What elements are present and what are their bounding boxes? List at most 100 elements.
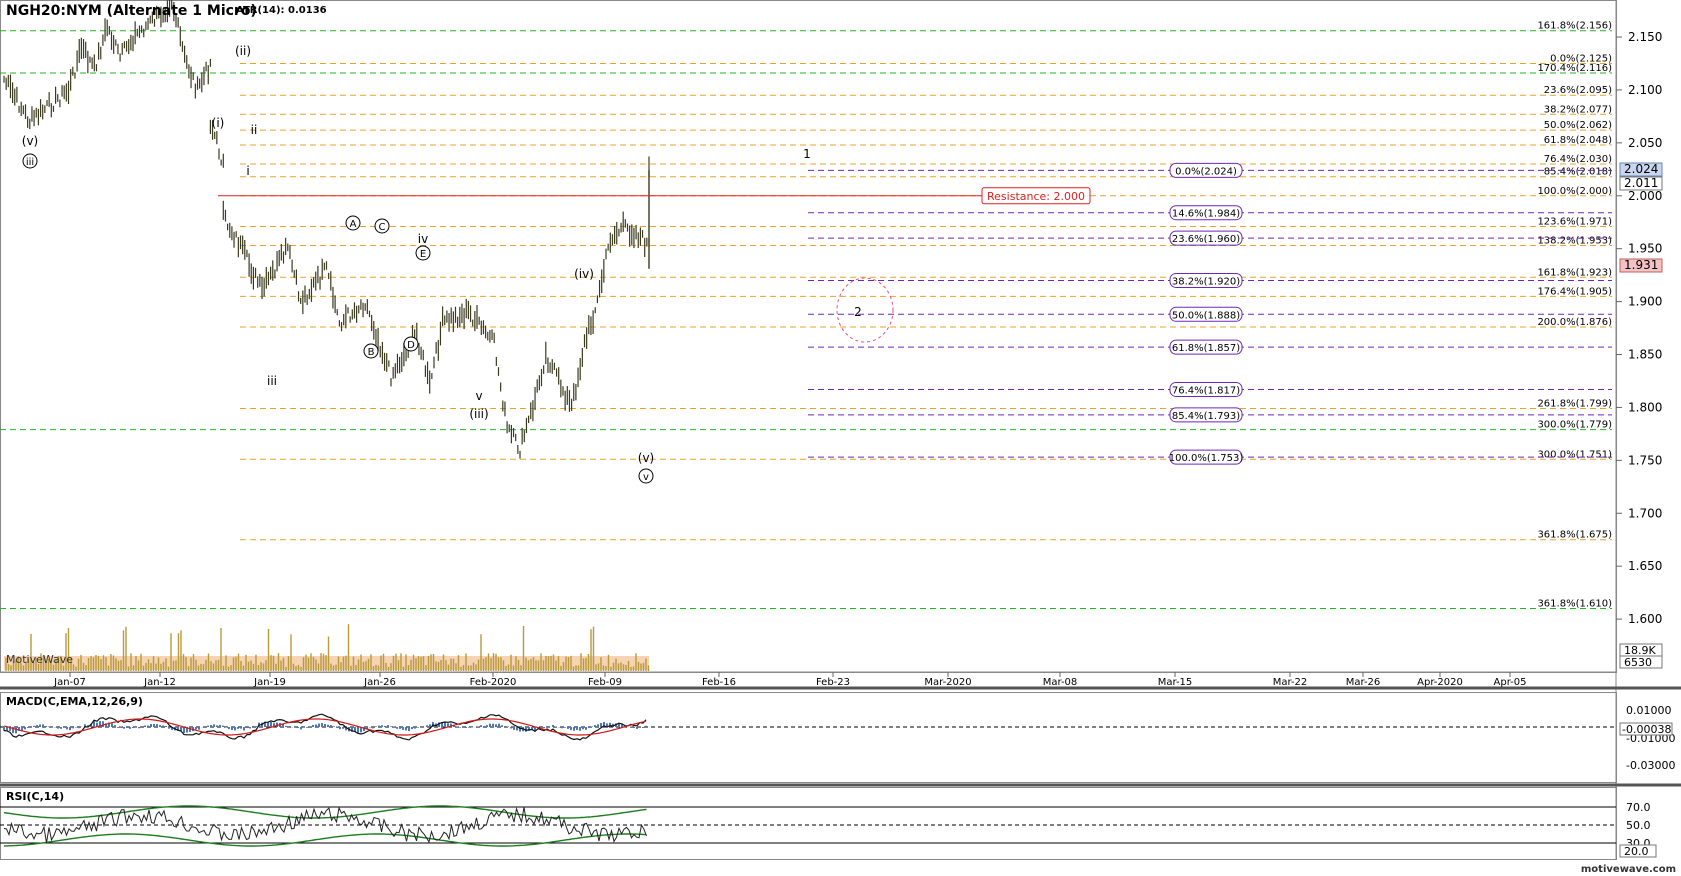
wave-label: v (475, 389, 482, 403)
wave-label-circle (415, 245, 431, 261)
fib-label: 23.6%(2.095) (1544, 85, 1612, 96)
x-tick-label: Feb-2020 (470, 677, 517, 688)
macd-tick-label: 0.01000 (1626, 704, 1672, 717)
rsi-tick-label: 50.0 (1626, 819, 1651, 832)
x-tick-label: Mar-08 (1043, 677, 1078, 688)
y-tick-label: 1.850 (1628, 348, 1662, 362)
rsi-tick-label: 70.0 (1626, 801, 1651, 814)
retracement-label: 76.4%(1.817) (1172, 385, 1240, 396)
retracement-levels: 0.0%(2.024) 14.6%(1.984) 23.6%(1.960) 38.2%… (808, 162, 1612, 465)
retracement-label: 14.6%(1.984) (1172, 209, 1240, 220)
time-axis: Jan-07 Jan-12 Jan-19 Jan-26 Feb-2020 Feb-09 Fe… (0, 671, 1616, 688)
wave-label-circle (345, 215, 361, 231)
macd-title: MACD(C,EMA,12,26,9) (6, 695, 143, 708)
wave-label: (i) (212, 116, 225, 130)
fib-label: 261.8%(1.799) (1537, 398, 1612, 409)
retracement-label: 0.0%(2.024) (1175, 166, 1237, 177)
y-tick-label: 2.100 (1628, 83, 1662, 97)
x-tick-label: Jan-26 (363, 677, 396, 688)
y-tick-label: 1.600 (1628, 612, 1662, 626)
wave-label: (v) (22, 134, 38, 148)
fib-levels: 161.8%(2.156) 0.0%(2.125)170.4%(2.116) 23.… (0, 21, 1612, 610)
wave-label: B (368, 347, 375, 358)
fib-label: 61.8%(2.048) (1544, 135, 1612, 146)
x-tick-label: Mar-26 (1346, 677, 1381, 688)
retracement-label: 85.4%(1.793) (1172, 411, 1240, 422)
wave-label-circle (363, 343, 379, 359)
volume-bars (4, 624, 650, 671)
y-tick-label: 1.800 (1628, 400, 1662, 414)
x-tick-label: Feb-16 (702, 677, 736, 688)
fib-label: 361.8%(1.675) (1537, 530, 1612, 541)
x-tick-label: Jan-19 (253, 677, 286, 688)
current-price-label: 1.931 (1624, 258, 1658, 272)
wave-label: 1 (803, 147, 811, 161)
price-pane (0, 0, 1617, 673)
resistance-label: Resistance: 2.000 (987, 190, 1085, 203)
motivewave-watermark: MotiveWave (6, 653, 73, 666)
last-price-label: 2.024 (1624, 162, 1658, 176)
fib-label: 50.0%(2.062) (1544, 120, 1612, 131)
macd-pane (0, 692, 1617, 783)
current-price-badge (1619, 258, 1663, 273)
retracement-label-box (1169, 230, 1243, 246)
motivewave-brand: motivewave.com (1581, 864, 1676, 875)
y-tick-label: 1.700 (1628, 506, 1662, 520)
rsi-last-label: 20.0 (1624, 845, 1649, 858)
wave-label: iii (267, 374, 277, 388)
retracement-label-box (1169, 339, 1243, 355)
rsi-line (3, 806, 647, 844)
rsi-pane (0, 787, 1617, 860)
fib-label: 0.0%(2.125) (1550, 53, 1612, 64)
retracement-label-box (1169, 306, 1243, 322)
y-tick-label: 2.000 (1628, 189, 1662, 203)
wave-label: (v) (638, 451, 654, 465)
retracement-label-box (1169, 162, 1243, 178)
last-price-badge (1619, 162, 1663, 177)
x-tick-label: Mar-15 (1158, 677, 1193, 688)
macd-series: 0.01000-0.01000-0.03000 (0, 704, 1675, 772)
retracement-label: 100.0%(1.753) (1169, 453, 1244, 464)
wave-label-circle (22, 153, 38, 169)
wave-label: iv (418, 232, 428, 246)
y-tick-label: 1.750 (1628, 453, 1662, 467)
volume-low-badge (1619, 655, 1663, 669)
retracement-label-box (1169, 381, 1243, 397)
price-axis: 2.150 2.100 2.050 2.000 1.950 1.900 1.850 1.800… (1616, 30, 1662, 626)
x-tick-label: Jan-12 (143, 677, 176, 688)
wave-label-circle (403, 336, 419, 352)
fib-label: 138.2%(1.953) (1537, 236, 1612, 247)
atr-label: ATR(14): 0.0136 (236, 5, 327, 16)
y-tick-label: 2.150 (1628, 30, 1662, 44)
chart-title: NGH20:NYM (Alternate 1 Micro) (6, 3, 257, 19)
macd-signal-line (3, 718, 647, 736)
macd-last-badge (1619, 722, 1673, 736)
wave-label: iii (26, 157, 34, 168)
y-tick-label: 2.050 (1628, 136, 1662, 150)
rsi-lower-band (3, 833, 647, 847)
macd-last-label: -0.00038 (1622, 723, 1671, 736)
fib-label: 300.0%(1.751) (1537, 449, 1612, 460)
fib-label: 76.4%(2.030) (1544, 154, 1612, 165)
fib-label: 170.4%(2.116) (1537, 63, 1612, 74)
x-tick-label: Mar-2020 (924, 677, 971, 688)
x-tick-label: Mar-22 (1273, 677, 1308, 688)
retracement-label: 38.2%(1.920) (1172, 276, 1240, 287)
y-tick-label: 1.950 (1628, 242, 1662, 256)
fib-label: 38.2%(2.077) (1544, 104, 1612, 115)
rsi-title: RSI(C,14) (6, 790, 64, 803)
x-tick-label: Jan-07 (53, 677, 86, 688)
wave-label: E (420, 249, 426, 260)
wave-label: (ii) (235, 44, 251, 58)
wave-label-circle (374, 218, 390, 234)
x-tick-label: Feb-09 (588, 677, 622, 688)
y-tick-label: 1.900 (1628, 295, 1662, 309)
fib-label: 361.8%(1.610) (1537, 599, 1612, 610)
x-tick-label: Apr-05 (1494, 677, 1527, 688)
rsi-last-badge (1619, 844, 1657, 858)
fib-label: 161.8%(1.923) (1537, 267, 1612, 278)
price-series (3, 0, 650, 459)
wave-label: D (407, 340, 415, 351)
